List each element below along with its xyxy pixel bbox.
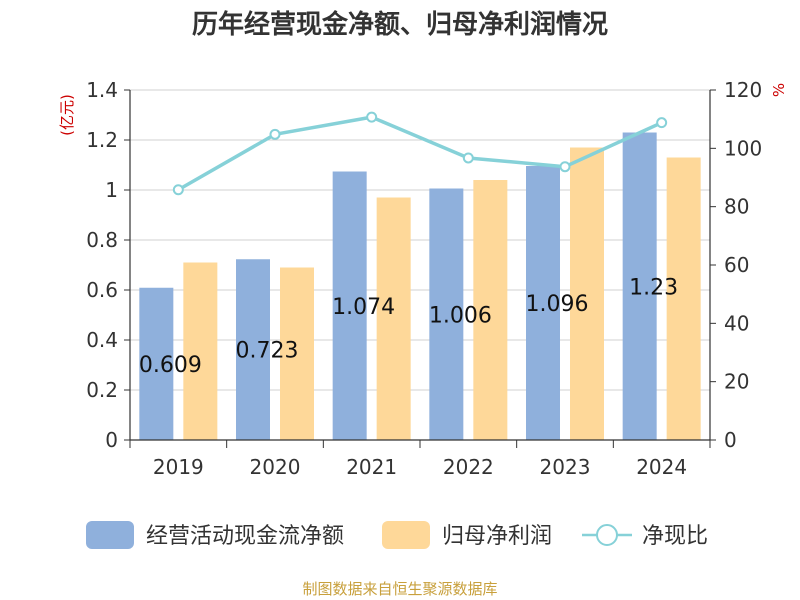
axes: 0 0.2 0.4 0.6 0.8 1 1.2 1.4 0 20 40 60 80 100 120 (亿元)%… (58, 78, 788, 479)
legend-label-profit: 归母净利润 (442, 524, 552, 549)
right-tick-label: 40 (724, 311, 749, 335)
right-tick-label: 20 (724, 370, 749, 394)
data-label: 1.006 (429, 303, 492, 328)
ratio-point (269, 128, 281, 140)
x-tick-label: 2022 (443, 455, 494, 479)
left-tick-label: 1 (105, 178, 118, 202)
left-tick-label: 0.8 (86, 228, 118, 252)
x-tick-label: 2021 (346, 455, 397, 479)
bar-operating-cashflow (429, 188, 464, 440)
left-tick-label: 1.2 (86, 128, 118, 152)
ratio-point (462, 152, 474, 164)
data-label: 1.074 (332, 295, 395, 320)
left-tick-label: 0 (105, 428, 118, 452)
x-tick-label: 2019 (153, 455, 204, 479)
right-axis-title: % (770, 83, 788, 97)
bar-net-profit (183, 262, 218, 440)
bar-operating-cashflow (332, 171, 367, 440)
bar-operating-cashflow (622, 132, 657, 440)
legend-label-ratio: 净现比 (642, 524, 708, 549)
data-label: 0.609 (139, 353, 202, 378)
x-tick-label: 2023 (540, 455, 591, 479)
bar-operating-cashflow (139, 287, 174, 440)
left-tick-label: 0.6 (86, 278, 118, 302)
data-label: 1.096 (526, 292, 589, 317)
data-label: 0.723 (236, 339, 299, 364)
left-axis-title: (亿元) (58, 94, 76, 136)
legend-swatch-cashflow (86, 521, 134, 549)
right-tick-label: 60 (724, 253, 749, 277)
chart-title: 历年经营现金净额、归母净利润情况 (191, 10, 608, 40)
bar-operating-cashflow (236, 259, 270, 440)
bar-marks (139, 132, 701, 440)
left-tick-label: 1.4 (86, 78, 118, 102)
bar-net-profit (376, 197, 411, 440)
ratio-point (559, 161, 571, 173)
bar-net-profit (666, 157, 701, 440)
right-tick-label: 80 (724, 195, 749, 219)
ratio-line (172, 111, 668, 196)
grid-lines (130, 89, 710, 391)
data-labels: 0.609 0.723 1.074 1.006 1.096 1.23 (139, 275, 678, 378)
right-tick-label: 100 (724, 136, 762, 160)
right-tick-label: 120 (724, 78, 762, 102)
right-tick-label: 0 (724, 428, 737, 452)
ratio-point (172, 184, 184, 196)
legend: 经营活动现金流净额 归母净利润 净现比 (86, 521, 708, 549)
ratio-point (366, 111, 378, 123)
source-note: 制图数据来自恒生聚源数据库 (302, 580, 498, 598)
data-label: 1.23 (629, 275, 678, 300)
bar-net-profit (280, 267, 314, 440)
legend-label-cashflow: 经营活动现金流净额 (146, 524, 344, 549)
x-tick-label: 2020 (250, 455, 301, 479)
legend-swatch-ratio-marker (596, 524, 618, 546)
bar-operating-cashflow (526, 166, 560, 440)
legend-swatch-profit (382, 521, 430, 549)
x-tick-label: 2024 (636, 455, 687, 479)
left-tick-label: 0.4 (86, 328, 118, 352)
ratio-line-path (177, 115, 663, 192)
bar-net-profit (473, 180, 508, 440)
bar-net-profit (570, 147, 604, 440)
left-tick-label: 0.2 (86, 378, 118, 402)
ratio-point (656, 117, 668, 129)
